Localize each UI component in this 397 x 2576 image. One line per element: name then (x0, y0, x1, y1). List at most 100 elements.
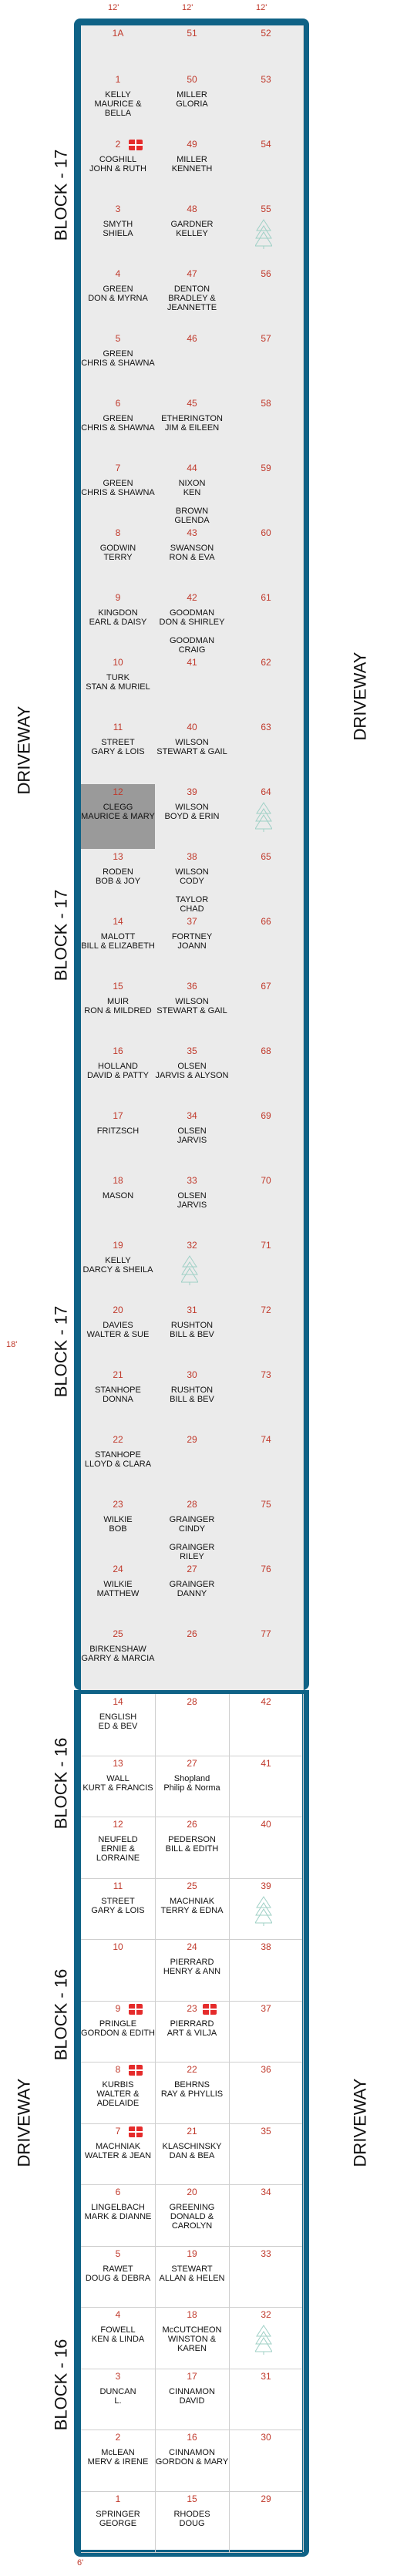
plot-cell[interactable]: 7 GREEN CHRIS & SHAWNA (81, 460, 156, 525)
plot-cell[interactable]: 33 OLSEN JARVIS (155, 1173, 230, 1237)
plot-cell[interactable]: 6 LINGELBACH MARK & DIANNE (81, 2184, 156, 2246)
plot-cell[interactable]: 62 (229, 655, 304, 719)
plot-cell[interactable]: 23 PIERRARD ART & VILJA (155, 2000, 230, 2062)
plot-cell[interactable]: 14 ENGLISH ED & BEV (81, 1694, 156, 1756)
plot-cell[interactable]: 3 SMYTH SHIELA (81, 201, 156, 266)
plot-cell[interactable]: 16 CINNAMON GORDON & MARY (155, 2430, 230, 2491)
plot-cell[interactable]: 72 (229, 1302, 304, 1367)
plot-cell[interactable]: 54 (229, 136, 304, 201)
plot-cell[interactable]: 9 PRINGLE GORDON & EDITH (81, 2000, 156, 2062)
plot-cell[interactable]: 41 (229, 1755, 304, 1817)
plot-cell[interactable]: 20 GREENING DONALD & CAROLYN (155, 2184, 230, 2246)
plot-cell[interactable]: 33 (229, 2245, 304, 2307)
plot-cell[interactable]: 16 HOLLAND DAVID & PATTY (81, 1043, 156, 1108)
plot-cell[interactable]: 65 (229, 849, 304, 914)
plot-cell[interactable]: 48 GARDNER KELLEY (155, 201, 230, 266)
plot-cell[interactable]: 19 STEWART ALLAN & HELEN (155, 2245, 230, 2307)
plot-cell[interactable]: 30 (229, 2430, 304, 2491)
plot-cell[interactable]: 47 DENTON BRADLEY & JEANNETTE (155, 266, 230, 331)
plot-cell[interactable]: 36 WILSON STEWART & GAIL (155, 978, 230, 1043)
plot-cell[interactable]: 29 (229, 2490, 304, 2552)
plot-cell[interactable]: 13 RODEN BOB & JOY (81, 849, 156, 914)
plot-cell[interactable]: 18 MASON (81, 1173, 156, 1237)
plot-cell[interactable]: 37 FORTNEY JOANN (155, 914, 230, 978)
plot-cell[interactable]: 42 GOODMAN DON & SHIRLEY GOODMAN CRAIG (155, 590, 230, 655)
plot-cell[interactable]: 32 (229, 2307, 304, 2369)
plot-cell[interactable]: 3 DUNCAN L. (81, 2368, 156, 2430)
plot-cell[interactable]: 42 (229, 1694, 304, 1756)
plot-cell[interactable]: 26 PEDERSON BILL & EDITH (155, 1817, 230, 1878)
plot-cell[interactable]: 66 (229, 914, 304, 978)
plot-cell[interactable]: 74 (229, 1432, 304, 1497)
plot-cell[interactable]: 64 (229, 784, 304, 849)
plot-cell[interactable]: 7 MACHNIAK WALTER & JEAN (81, 2123, 156, 2184)
plot-cell[interactable]: 77 (229, 1626, 304, 1691)
plot-cell[interactable]: 12 CLEGG MAURICE & MARY (81, 784, 156, 849)
plot-cell[interactable]: 2 COGHILL JOHN & RUTH (81, 136, 156, 201)
plot-cell[interactable]: 25 BIRKENSHAW GARRY & MARCIA (81, 1626, 156, 1691)
plot-cell[interactable]: 8 KURBIS WALTER & ADELAIDE (81, 2062, 156, 2123)
plot-cell[interactable]: 26 (155, 1626, 230, 1691)
plot-cell[interactable]: 38 (229, 1939, 304, 2001)
plot-cell[interactable]: 24 PIERRARD HENRY & ANN (155, 1939, 230, 2001)
plot-cell[interactable]: 32 (155, 1237, 230, 1302)
plot-cell[interactable]: 34 OLSEN JARVIS (155, 1108, 230, 1173)
plot-cell[interactable]: 46 (155, 331, 230, 396)
plot-cell[interactable]: 75 (229, 1497, 304, 1561)
plot-cell[interactable]: 5 GREEN CHRIS & SHAWNA (81, 331, 156, 396)
plot-cell[interactable]: 43 SWANSON RON & EVA (155, 525, 230, 590)
plot-cell[interactable]: 18 McCUTCHEON WINSTON & KAREN (155, 2307, 230, 2369)
plot-cell[interactable]: 17 FRITZSCH (81, 1108, 156, 1173)
plot-cell[interactable]: 58 (229, 396, 304, 460)
plot-cell[interactable]: 11 STREET GARY & LOIS (81, 1877, 156, 1939)
plot-cell[interactable]: 73 (229, 1367, 304, 1432)
plot-cell[interactable]: 38 WILSON CODY TAYLOR CHAD (155, 849, 230, 914)
plot-cell[interactable]: 39 WILSON BOYD & ERIN (155, 784, 230, 849)
plot-cell[interactable]: 23 WILKIE BOB (81, 1497, 156, 1561)
plot-cell[interactable]: 1 SPRINGER GEORGE (81, 2490, 156, 2552)
plot-cell[interactable]: 13 WALL KURT & FRANCIS (81, 1755, 156, 1817)
plot-cell[interactable]: 10 TURK STAN & MURIEL (81, 655, 156, 719)
plot-cell[interactable]: 31 (229, 2368, 304, 2430)
plot-cell[interactable]: 50 MILLER GLORIA (155, 72, 230, 136)
plot-cell[interactable]: 45 ETHERINGTON JIM & EILEEN (155, 396, 230, 460)
plot-cell[interactable]: 35 (229, 2123, 304, 2184)
plot-cell[interactable]: 15 MUIR RON & MILDRED (81, 978, 156, 1043)
plot-cell[interactable]: 10 (81, 1939, 156, 2001)
plot-cell[interactable]: 70 (229, 1173, 304, 1237)
plot-cell[interactable]: 2 McLEAN MERV & IRENE (81, 2430, 156, 2491)
plot-cell[interactable]: 31 RUSHTON BILL & BEV (155, 1302, 230, 1367)
plot-cell[interactable]: 27 GRAINGER DANNY (155, 1561, 230, 1626)
plot-cell[interactable]: 41 (155, 655, 230, 719)
plot-cell[interactable]: 29 (155, 1432, 230, 1497)
plot-cell[interactable]: 61 (229, 590, 304, 655)
plot-cell[interactable]: 19 KELLY DARCY & SHEILA (81, 1237, 156, 1302)
plot-cell[interactable]: 49 MILLER KENNETH (155, 136, 230, 201)
plot-cell[interactable]: 28 (155, 1694, 230, 1756)
plot-cell[interactable]: 30 RUSHTON BILL & BEV (155, 1367, 230, 1432)
plot-cell[interactable]: 27 Shopland Philip & Norma (155, 1755, 230, 1817)
plot-cell[interactable]: 35 OLSEN JARVIS & ALYSON (155, 1043, 230, 1108)
plot-cell[interactable]: 9 KINGDON EARL & DAISY (81, 590, 156, 655)
plot-cell[interactable]: 21 KLASCHINSKY DAN & BEA (155, 2123, 230, 2184)
plot-cell[interactable]: 6 GREEN CHRIS & SHAWNA (81, 396, 156, 460)
plot-cell[interactable]: 22 STANHOPE LLOYD & CLARA (81, 1432, 156, 1497)
plot-cell[interactable]: 69 (229, 1108, 304, 1173)
plot-cell[interactable]: 17 CINNAMON DAVID (155, 2368, 230, 2430)
plot-cell[interactable]: 5 RAWET DOUG & DEBRA (81, 2245, 156, 2307)
plot-cell[interactable]: 4 FOWELL KEN & LINDA (81, 2307, 156, 2369)
plot-cell[interactable]: 21 STANHOPE DONNA (81, 1367, 156, 1432)
plot-cell[interactable]: 63 (229, 719, 304, 784)
plot-cell[interactable]: 37 (229, 2000, 304, 2062)
plot-cell[interactable]: 44 NIXON KEN BROWN GLENDA (155, 460, 230, 525)
plot-cell[interactable]: 53 (229, 72, 304, 136)
plot-cell[interactable]: 71 (229, 1237, 304, 1302)
plot-cell[interactable]: 20 DAVIES WALTER & SUE (81, 1302, 156, 1367)
plot-cell[interactable]: 56 (229, 266, 304, 331)
plot-cell[interactable]: 1 KELLY MAURICE & BELLA (81, 72, 156, 136)
plot-cell[interactable]: 14 MALOTT BILL & ELIZABETH (81, 914, 156, 978)
plot-cell[interactable]: 22 BEHRNS RAY & PHYLLIS (155, 2062, 230, 2123)
plot-cell[interactable]: 59 (229, 460, 304, 525)
plot-cell[interactable]: 36 (229, 2062, 304, 2123)
plot-cell[interactable]: 39 (229, 1877, 304, 1939)
